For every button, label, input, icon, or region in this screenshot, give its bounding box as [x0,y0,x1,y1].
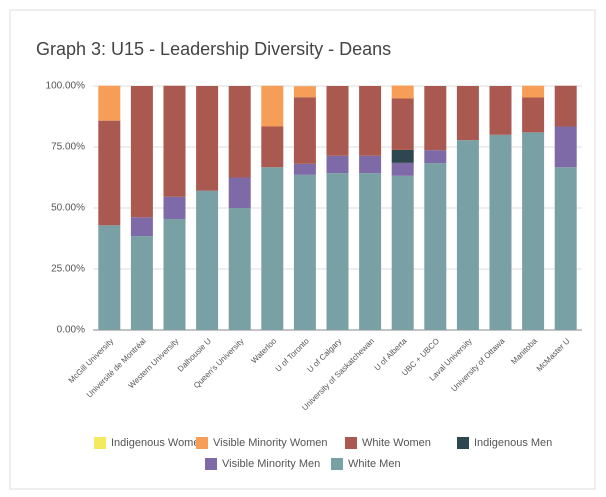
bar-segment [522,97,545,133]
legend-label: White Women [362,437,431,449]
bar-segment [293,97,316,164]
bar-segment [424,86,447,151]
y-tick-label: 25.00% [51,264,85,275]
bar-segment [391,162,414,176]
y-tick-label: 50.00% [51,203,85,214]
bar-segment [456,140,479,330]
bar-segment [554,85,577,127]
y-tick-label: 0.00% [57,325,85,336]
bar-segment [326,155,349,174]
bar-segment [163,196,186,219]
y-tick-label: 100.00% [46,81,86,92]
bar-segment [196,190,219,330]
bar-segment [261,85,284,127]
bar-segment [554,167,577,330]
bar-segment [359,86,382,156]
bar-segment [163,218,186,330]
bar-segment [228,177,251,208]
bar-segment [326,86,349,156]
bar-segment [522,132,545,330]
chart-title: Graph 3: U15 - Leadership Diversity - De… [36,39,391,59]
bar-segment [293,163,316,175]
bar-segment [130,86,153,218]
bar-segment [130,217,153,237]
bar-segment [326,173,349,330]
bar-segment [228,208,251,330]
bar-segment [424,150,447,164]
bar-segment [261,126,284,168]
bar-segment [489,134,512,330]
bar-segment [196,86,219,191]
bar-segment [261,167,284,330]
bar-segment [163,85,186,197]
legend-swatch [331,458,343,470]
bar-segment [359,173,382,330]
bar-segment [98,85,121,121]
legend-label: Visible Minority Women [213,437,328,449]
bar-segment [456,86,479,141]
bar-segment [98,120,121,226]
legend-label: Indigenous Men [474,437,552,449]
bar-segment [130,236,153,330]
bar-segment [391,98,414,150]
legend-swatch [205,458,217,470]
bar-segment [293,174,316,330]
bar-segment [359,155,382,174]
legend-label: Indigenous Women [111,437,206,449]
bar-segment [293,86,316,98]
bar-segment [228,86,251,178]
bar-segment [522,85,545,98]
bar-segment [424,163,447,330]
legend-swatch [457,437,469,449]
legend-swatch [345,437,357,449]
y-tick-label: 75.00% [51,142,85,153]
bar-segment [98,225,121,330]
bar-segment [489,86,512,135]
bar-segment [554,126,577,168]
bar-segment [391,175,414,330]
legend-swatch [196,437,208,449]
bar-segment [391,149,414,163]
legend-label: Visible Minority Men [222,458,320,470]
legend-label: White Men [348,458,401,470]
legend-swatch [94,437,106,449]
bar-segment [391,85,414,99]
